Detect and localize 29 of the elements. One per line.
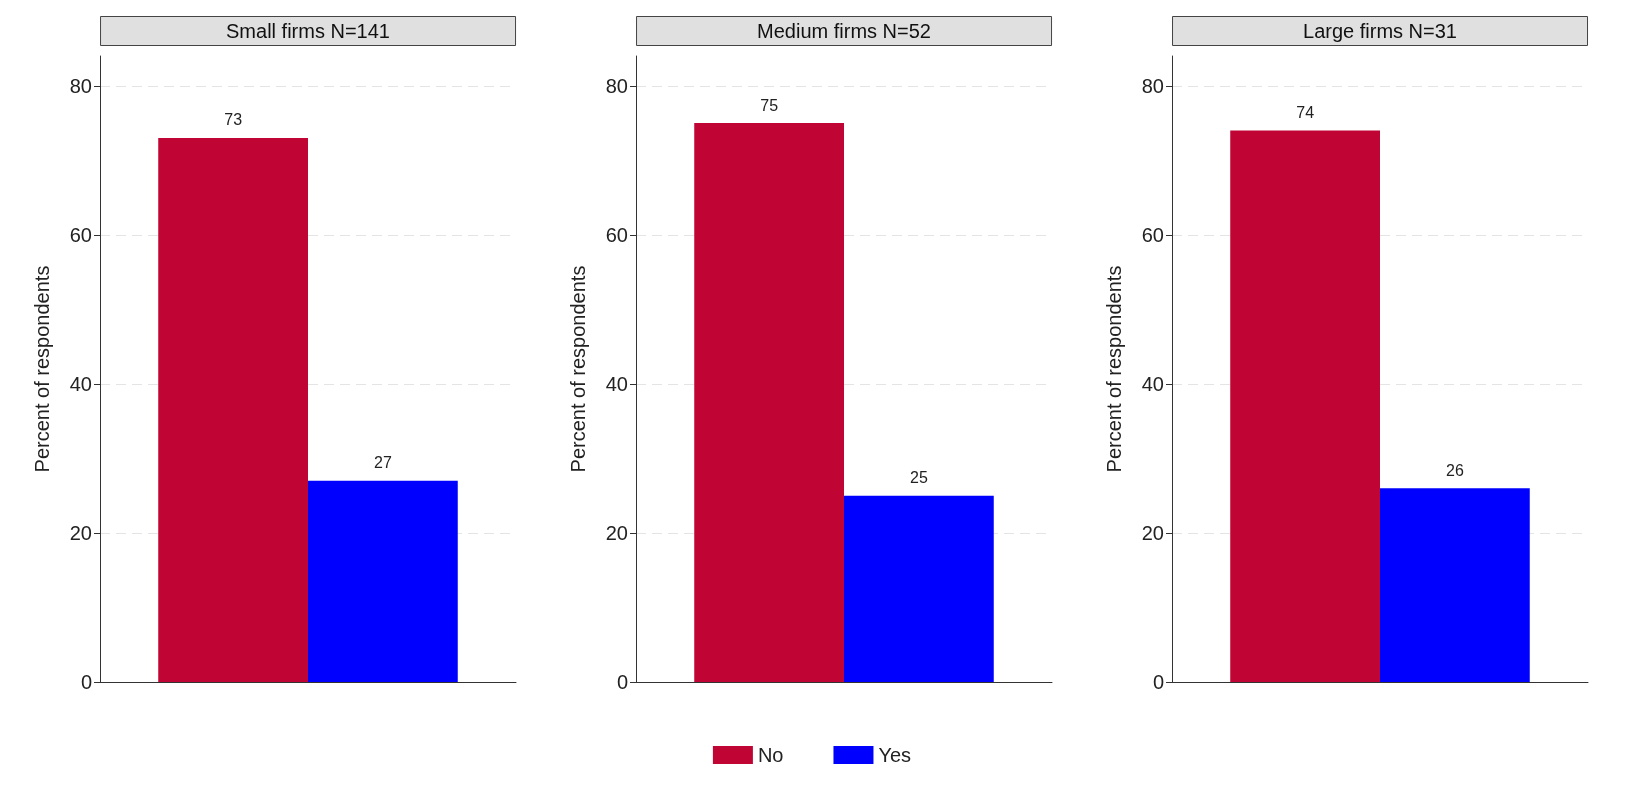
y-tick-label: 60: [1141, 223, 1164, 246]
chart-title: Large firms N=31: [1303, 20, 1457, 42]
data-label: 26: [1445, 461, 1464, 479]
y-tick-label: 60: [605, 223, 628, 246]
y-tick-label: 20: [605, 521, 628, 544]
y-axis-title: Percent of respondents: [567, 265, 589, 473]
data-label: 75: [760, 96, 779, 114]
y-tick-label: 80: [605, 74, 628, 97]
y-tick-label: 0: [80, 671, 92, 693]
y-tick-label: 20: [1141, 521, 1164, 544]
y-tick-label: 40: [69, 372, 92, 395]
y-tick-label: 40: [1141, 372, 1164, 395]
y-tick-label: 20: [69, 521, 92, 544]
legend-label: No: [757, 744, 784, 766]
y-axis-title: Percent of respondents: [1103, 265, 1125, 473]
data-label: 74: [1296, 104, 1315, 122]
legend-label: Yes: [878, 744, 912, 766]
y-tick-label: 0: [616, 671, 628, 693]
y-tick-label: 80: [1141, 74, 1164, 97]
data-label: 27: [373, 454, 392, 472]
y-tick-label: 40: [605, 372, 628, 395]
chart-title: Small firms N=141: [226, 20, 390, 42]
y-tick-label: 60: [69, 223, 92, 246]
y-tick-label: 0: [1152, 671, 1164, 693]
data-label: 73: [224, 111, 243, 129]
y-axis-title: Percent of respondents: [31, 265, 53, 473]
y-tick-label: 80: [69, 74, 92, 97]
chart-title: Medium firms N=52: [757, 20, 931, 42]
data-label: 25: [909, 469, 928, 487]
